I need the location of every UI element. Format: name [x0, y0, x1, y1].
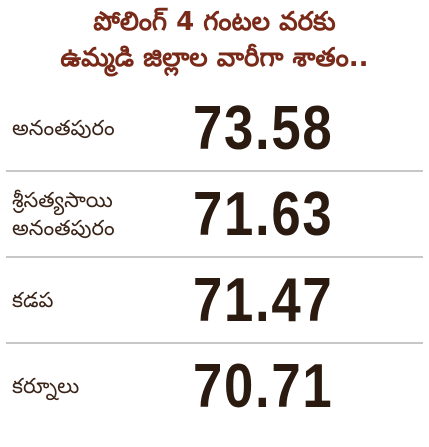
district-line: అనంతపురం: [12, 116, 115, 140]
percentage: 70.71: [193, 351, 334, 421]
row: కర్నూలు 70.71: [6, 342, 423, 428]
district-line: శ్రీసత్యసాయి: [12, 188, 113, 212]
percentage: 71.47: [193, 265, 334, 335]
district-line: కడప: [12, 288, 54, 312]
district: అనంతపురం: [6, 114, 115, 142]
percentage: 73.58: [193, 93, 334, 163]
district: కర్నూలు: [6, 372, 79, 400]
percentage: 71.63: [193, 179, 334, 249]
district-line: అనంతపురం: [12, 216, 115, 240]
table: అనంతపురం 73.58 శ్రీసత్యసాయి అనంతపురం 71.63 కడ…: [6, 86, 423, 428]
title-line: పోలింగ్ 4 గంటల వరకు: [93, 7, 336, 37]
row: అనంతపురం 73.58: [6, 86, 423, 170]
district-line: కర్నూలు: [12, 374, 80, 398]
title-line: ఉమ్మడి జిల్లాల వారీగా శాతం..: [60, 43, 369, 73]
row: కడప 71.47: [6, 256, 423, 342]
district: కడప: [6, 286, 53, 314]
title: పోలింగ్ 4 గంటల వరకు ఉమ్మడి జిల్లాల వారీగా…: [6, 4, 423, 76]
row: శ్రీసత్యసాయి అనంతపురం 71.63: [6, 170, 423, 256]
district: శ్రీసత్యసాయి అనంతపురం: [6, 186, 115, 242]
